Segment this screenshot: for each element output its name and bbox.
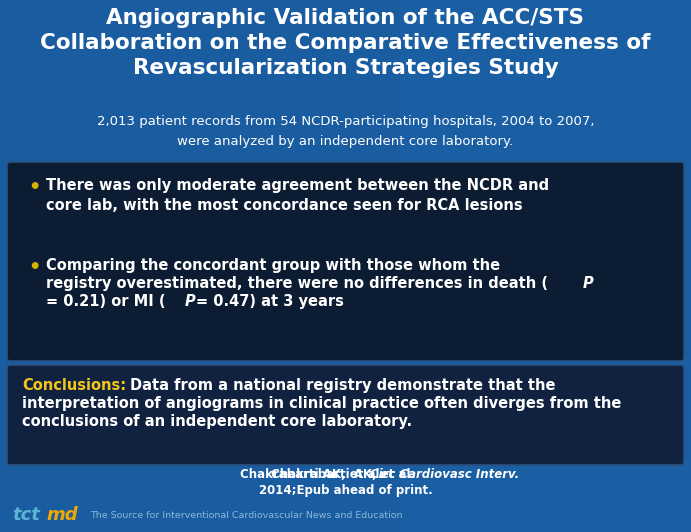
Text: = 0.47) at 3 years: = 0.47) at 3 years bbox=[196, 294, 344, 309]
Text: = 0.21) or MI (: = 0.21) or MI ( bbox=[46, 294, 166, 309]
Text: There was only moderate agreement between the NCDR and
core lab, with the most c: There was only moderate agreement betwee… bbox=[46, 178, 549, 213]
Text: •: • bbox=[28, 178, 40, 197]
FancyBboxPatch shape bbox=[7, 365, 684, 465]
Text: md: md bbox=[46, 506, 77, 524]
Text: Comparing the concordant group with those whom the: Comparing the concordant group with thos… bbox=[46, 258, 500, 273]
Text: Angiographic Validation of the ACC/STS
Collaboration on the Comparative Effectiv: Angiographic Validation of the ACC/STS C… bbox=[40, 8, 651, 78]
Text: Conclusions:: Conclusions: bbox=[22, 378, 126, 393]
Polygon shape bbox=[400, 0, 691, 532]
Text: The Source for Interventional Cardiovascular News and Education: The Source for Interventional Cardiovasc… bbox=[90, 511, 402, 520]
Text: conclusions of an independent core laboratory.: conclusions of an independent core labor… bbox=[22, 414, 412, 429]
Text: Chakrabarti AK, et al.: Chakrabarti AK, et al. bbox=[240, 468, 388, 481]
Text: 2014;Epub ahead of print.: 2014;Epub ahead of print. bbox=[258, 484, 433, 497]
Text: P: P bbox=[185, 294, 196, 309]
Text: Data from a national registry demonstrate that the: Data from a national registry demonstrat… bbox=[130, 378, 556, 393]
Text: registry overestimated, there were no differences in death (: registry overestimated, there were no di… bbox=[46, 276, 548, 291]
Text: were analyzed by an independent core laboratory.: were analyzed by an independent core lab… bbox=[178, 135, 513, 148]
FancyBboxPatch shape bbox=[7, 162, 684, 361]
Text: 2,013 patient records from 54 NCDR-participating hospitals, 2004 to 2007,: 2,013 patient records from 54 NCDR-parti… bbox=[97, 115, 594, 128]
Text: Circ Cardiovasc Interv.: Circ Cardiovasc Interv. bbox=[370, 468, 519, 481]
Text: tct: tct bbox=[12, 506, 40, 524]
Text: •: • bbox=[28, 258, 40, 277]
Text: P: P bbox=[583, 276, 594, 291]
Text: interpretation of angiograms in clinical practice often diverges from the: interpretation of angiograms in clinical… bbox=[22, 396, 621, 411]
Text: Chakrabarti AK, et al.: Chakrabarti AK, et al. bbox=[272, 468, 419, 481]
